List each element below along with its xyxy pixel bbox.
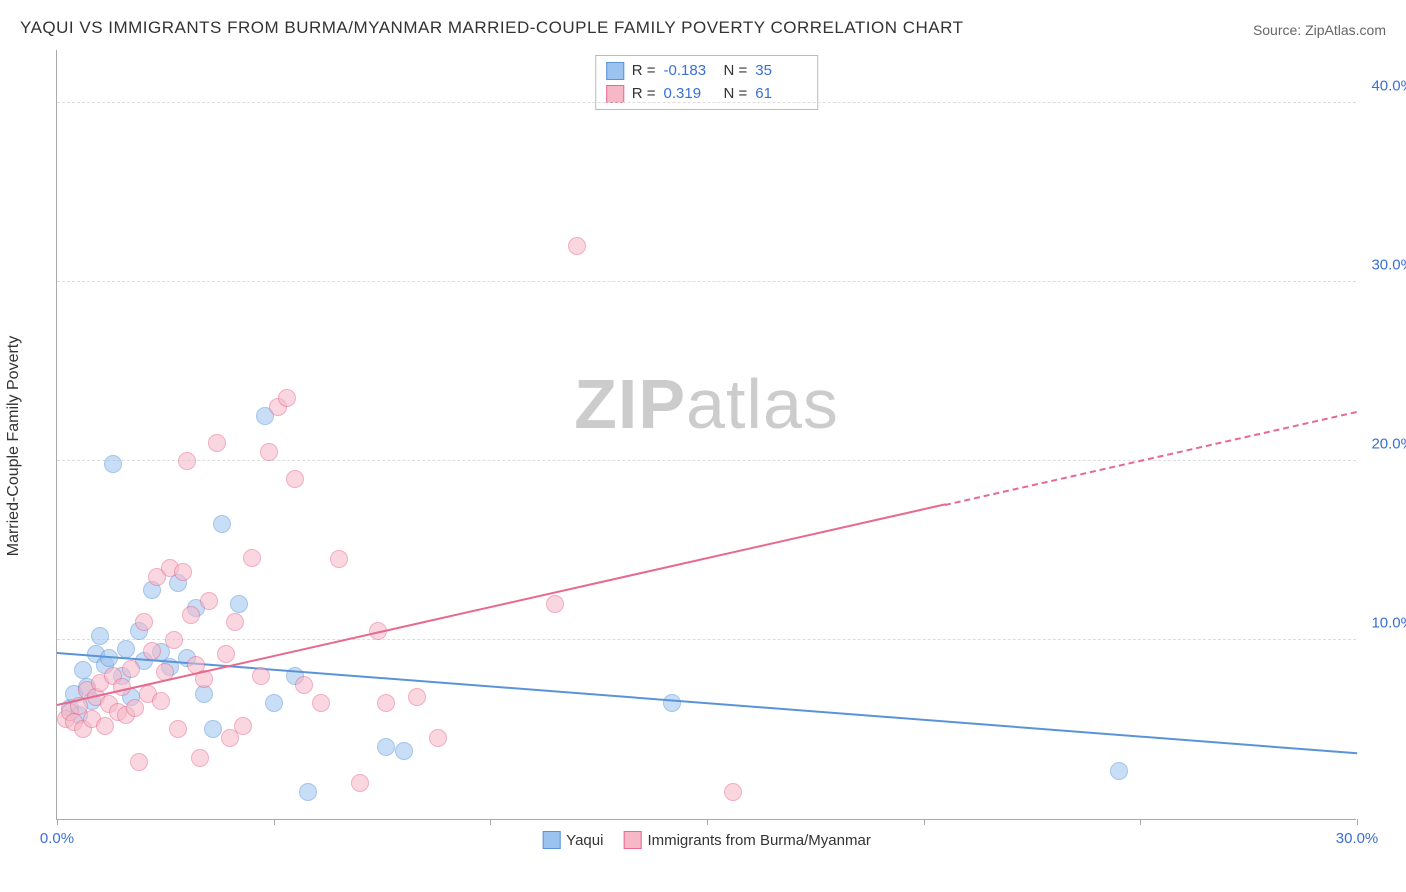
data-point xyxy=(182,606,200,624)
data-point xyxy=(169,720,187,738)
x-tick-label: 30.0% xyxy=(1336,830,1379,847)
gridline xyxy=(57,639,1356,640)
legend-r-label: R = xyxy=(632,60,656,83)
y-tick-label: 10.0% xyxy=(1364,614,1406,631)
data-point xyxy=(226,613,244,631)
legend-row: R = -0.183 N = 35 xyxy=(606,60,808,83)
legend-series-name: Immigrants from Burma/Myanmar xyxy=(647,832,870,849)
data-point xyxy=(74,661,92,679)
y-axis-label: Married-Couple Family Poverty xyxy=(5,336,23,557)
data-point xyxy=(217,645,235,663)
gridline xyxy=(57,281,1356,282)
legend-swatch xyxy=(606,62,624,80)
data-point xyxy=(96,717,114,735)
data-point xyxy=(299,783,317,801)
data-point xyxy=(126,699,144,717)
data-point xyxy=(191,749,209,767)
data-point xyxy=(546,595,564,613)
source-label: Source: ZipAtlas.com xyxy=(1253,22,1386,38)
data-point xyxy=(429,729,447,747)
data-point xyxy=(377,738,395,756)
data-point xyxy=(143,642,161,660)
data-point xyxy=(122,660,140,678)
x-tick xyxy=(707,819,708,825)
x-tick xyxy=(274,819,275,825)
data-point xyxy=(663,694,681,712)
gridline xyxy=(57,460,1356,461)
regression-line xyxy=(57,652,1357,754)
data-point xyxy=(230,595,248,613)
data-point xyxy=(234,717,252,735)
data-point xyxy=(260,443,278,461)
x-tick xyxy=(1357,819,1358,825)
data-point xyxy=(295,676,313,694)
x-tick xyxy=(57,819,58,825)
data-point xyxy=(286,470,304,488)
data-point xyxy=(351,774,369,792)
data-point xyxy=(377,694,395,712)
legend-swatch xyxy=(623,831,641,849)
data-point xyxy=(568,237,586,255)
x-tick xyxy=(924,819,925,825)
gridline xyxy=(57,102,1356,103)
legend-n-value: 35 xyxy=(755,60,807,83)
y-tick-label: 40.0% xyxy=(1364,77,1406,94)
data-point xyxy=(178,452,196,470)
data-point xyxy=(135,613,153,631)
data-point xyxy=(330,550,348,568)
data-point xyxy=(200,592,218,610)
legend-n-label: N = xyxy=(724,60,748,83)
data-point xyxy=(174,563,192,581)
data-point xyxy=(213,515,231,533)
y-tick-label: 20.0% xyxy=(1364,435,1406,452)
data-point xyxy=(204,720,222,738)
data-point xyxy=(91,627,109,645)
scatter-plot-area: ZIPatlas R =-0.183N =35R =0.319N =61 Yaq… xyxy=(56,50,1356,820)
data-point xyxy=(724,783,742,801)
x-tick-label: 0.0% xyxy=(40,830,74,847)
data-point xyxy=(130,753,148,771)
x-tick xyxy=(1140,819,1141,825)
data-point xyxy=(265,694,283,712)
data-point xyxy=(104,455,122,473)
data-point xyxy=(395,742,413,760)
data-point xyxy=(278,389,296,407)
x-tick xyxy=(490,819,491,825)
chart-title: YAQUI VS IMMIGRANTS FROM BURMA/MYANMAR M… xyxy=(20,18,964,38)
data-point xyxy=(165,631,183,649)
legend-swatch xyxy=(606,85,624,103)
data-point xyxy=(312,694,330,712)
legend-series-name: Yaqui xyxy=(566,832,603,849)
data-point xyxy=(1110,762,1128,780)
data-point xyxy=(408,688,426,706)
y-tick-label: 30.0% xyxy=(1364,256,1406,273)
data-point xyxy=(252,667,270,685)
data-point xyxy=(208,434,226,452)
data-point xyxy=(243,549,261,567)
data-point xyxy=(117,640,135,658)
legend-item: Immigrants from Burma/Myanmar xyxy=(623,831,870,849)
data-point xyxy=(152,692,170,710)
legend-r-value: -0.183 xyxy=(664,60,716,83)
regression-line xyxy=(945,411,1357,506)
series-legend: Yaqui Immigrants from Burma/Myanmar xyxy=(542,831,871,849)
data-point xyxy=(113,678,131,696)
watermark: ZIPatlas xyxy=(574,364,839,444)
legend-item: Yaqui xyxy=(542,831,603,849)
legend-swatch xyxy=(542,831,560,849)
